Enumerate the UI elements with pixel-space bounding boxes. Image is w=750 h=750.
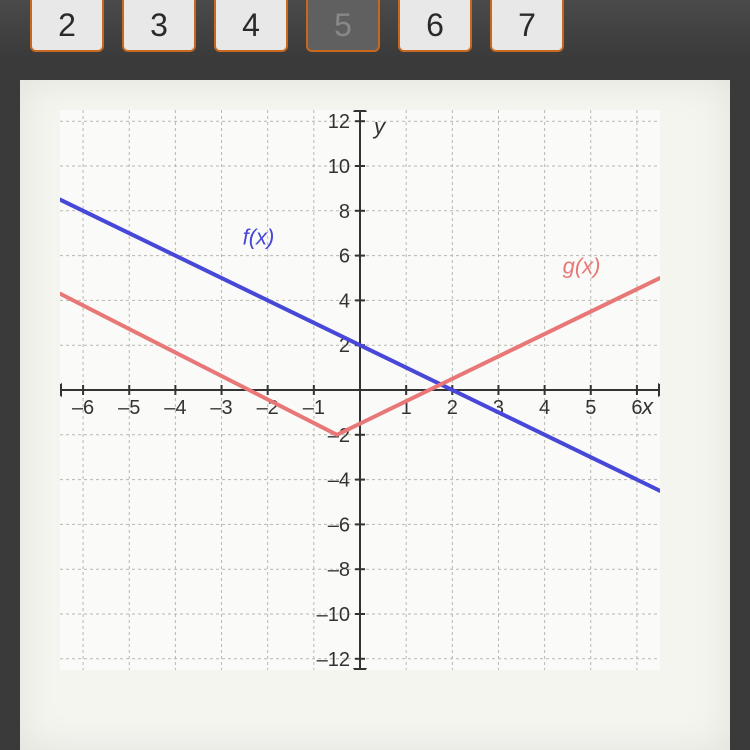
svg-text:5: 5 (585, 397, 596, 419)
svg-text:–6: –6 (328, 514, 350, 536)
svg-text:–10: –10 (317, 604, 350, 626)
svg-text:–4: –4 (328, 470, 350, 492)
svg-text:12: 12 (328, 111, 350, 133)
tab-4[interactable]: 4 (214, 0, 288, 52)
svg-text:–5: –5 (118, 397, 140, 419)
svg-text:4: 4 (339, 290, 350, 312)
svg-text:f(x): f(x) (243, 224, 275, 249)
tab-bar: 2 3 4 5 6 7 (0, 0, 750, 60)
svg-text:6: 6 (339, 246, 350, 268)
svg-text:–1: –1 (303, 397, 325, 419)
svg-text:2: 2 (447, 397, 458, 419)
svg-text:–6: –6 (72, 397, 94, 419)
tab-5[interactable]: 5 (306, 0, 380, 52)
svg-text:g(x): g(x) (563, 254, 601, 279)
svg-text:10: 10 (328, 156, 350, 178)
svg-text:4: 4 (539, 397, 550, 419)
svg-text:–12: –12 (317, 649, 350, 670)
svg-text:6: 6 (631, 397, 642, 419)
svg-text:–3: –3 (210, 397, 232, 419)
tab-6[interactable]: 6 (398, 0, 472, 52)
svg-text:8: 8 (339, 201, 350, 223)
svg-text:x: x (641, 394, 654, 419)
svg-text:–4: –4 (164, 397, 186, 419)
chart-container: –6–5–4–3–2–1123456–12–10–8–6–4–224681012… (60, 110, 660, 670)
tab-2[interactable]: 2 (30, 0, 104, 52)
tab-3[interactable]: 3 (122, 0, 196, 52)
content-area: –6–5–4–3–2–1123456–12–10–8–6–4–224681012… (20, 80, 730, 750)
function-graph: –6–5–4–3–2–1123456–12–10–8–6–4–224681012… (60, 110, 660, 670)
tab-7[interactable]: 7 (490, 0, 564, 52)
svg-text:y: y (372, 114, 387, 139)
svg-text:–8: –8 (328, 559, 350, 581)
